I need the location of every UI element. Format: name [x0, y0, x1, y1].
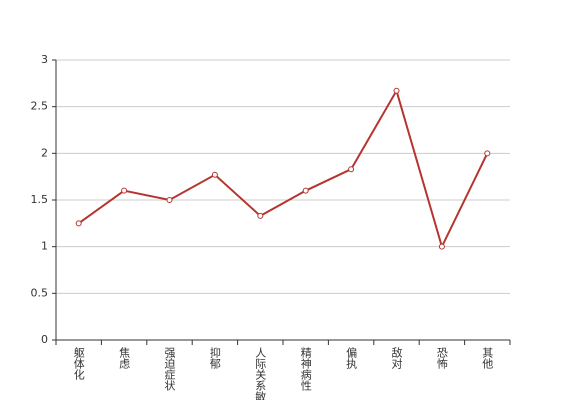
x-tick-label: 偏执: [345, 346, 358, 370]
point: [348, 166, 355, 173]
point: [393, 87, 400, 94]
y-tick-label: 0: [41, 333, 48, 346]
x-tick-label: 焦虑: [118, 347, 131, 369]
x-tick-label: 恐怖: [435, 347, 448, 369]
point: [121, 187, 128, 194]
y-tick-label: 2.5: [31, 100, 49, 113]
x-tick-label: 人际关系敏感: [254, 347, 267, 400]
y-tick-label: 2: [41, 146, 48, 159]
y-tick-label: 1: [41, 240, 48, 253]
x-tick-label: 抑郁: [208, 346, 221, 369]
point: [211, 171, 218, 178]
point: [302, 187, 309, 194]
point: [75, 220, 82, 227]
x-tick-label: 强迫症状: [163, 347, 176, 391]
point: [484, 150, 491, 157]
point: [166, 197, 173, 203]
y-tick-label: 3: [41, 53, 48, 66]
point: [257, 212, 264, 219]
x-tick-label: 其他: [481, 347, 494, 369]
x-tick-label: 精神病性: [299, 347, 312, 392]
line: [78, 88, 489, 250]
y-tick-label: 1.5: [31, 193, 49, 206]
point: [438, 243, 445, 250]
x-tick-label: 躯体化: [72, 347, 85, 381]
y-tick-label: 0.5: [31, 286, 49, 299]
x-tick-label: 敌对: [390, 346, 403, 369]
